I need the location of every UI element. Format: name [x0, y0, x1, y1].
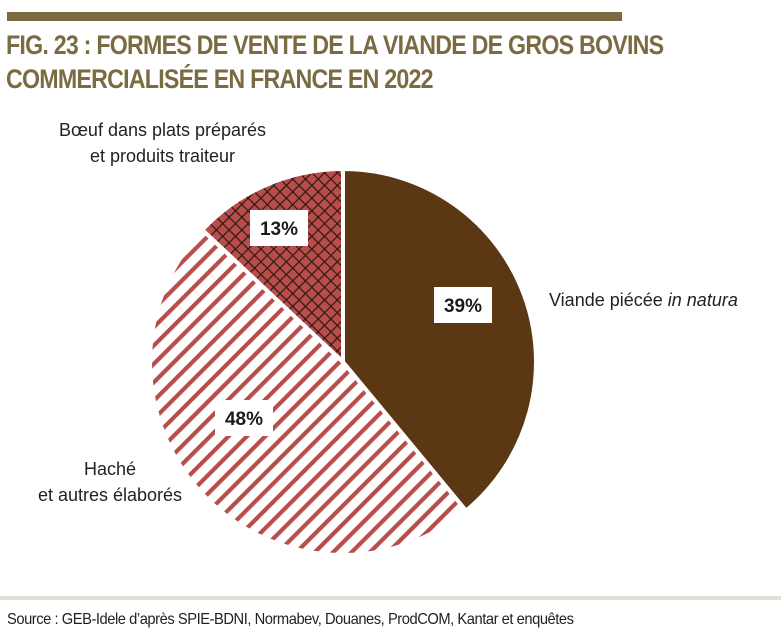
label-hache-line-1: Haché — [83, 459, 137, 479]
value-label-box-hache — [215, 400, 273, 436]
value-label-viande: 39% — [434, 287, 492, 323]
value-label-text-hache: 48% — [225, 409, 263, 430]
value-label-plats: 13% — [250, 210, 308, 246]
pie-slice-viande — [341, 166, 538, 514]
value-label-text-plats: 13% — [260, 219, 298, 240]
title-rule — [7, 12, 622, 21]
label-plats-line-2: et produits traiteur — [89, 146, 236, 166]
pie-chart: 39% 48% 13% — [148, 166, 538, 557]
chart-title-line-2: COMMERCIALISÉE EN FRANCE EN 2022 — [6, 64, 434, 94]
label-viande: Viande piécée in natura — [549, 287, 738, 313]
value-label-text-viande: 39% — [444, 296, 482, 317]
value-label-box-viande — [434, 287, 492, 323]
chart-title: FIG. 23 : FORMES DE VENTE DE LA VIANDE D… — [6, 28, 664, 96]
pie-slice-hache — [148, 227, 469, 557]
label-hache-line-2: et autres élaborés — [37, 485, 183, 505]
source-rule — [0, 596, 781, 600]
source-note: Source : GEB-Idele d’après SPIE-BDNI, No… — [7, 611, 574, 628]
label-viande-emphasis: in natura — [667, 290, 738, 310]
label-hache: Haché et autres élaborés — [15, 456, 205, 508]
value-label-box-plats — [250, 210, 308, 246]
label-plats: Bœuf dans plats préparés et produits tra… — [35, 117, 290, 169]
chart-title-line-1: FIG. 23 : FORMES DE VENTE DE LA VIANDE D… — [6, 30, 664, 60]
label-viande-line: Viande piécée in natura — [549, 287, 738, 313]
label-plats-line-1: Bœuf dans plats préparés — [58, 120, 267, 140]
label-viande-text: Viande piécée — [549, 290, 668, 310]
value-label-hache: 48% — [215, 400, 273, 436]
